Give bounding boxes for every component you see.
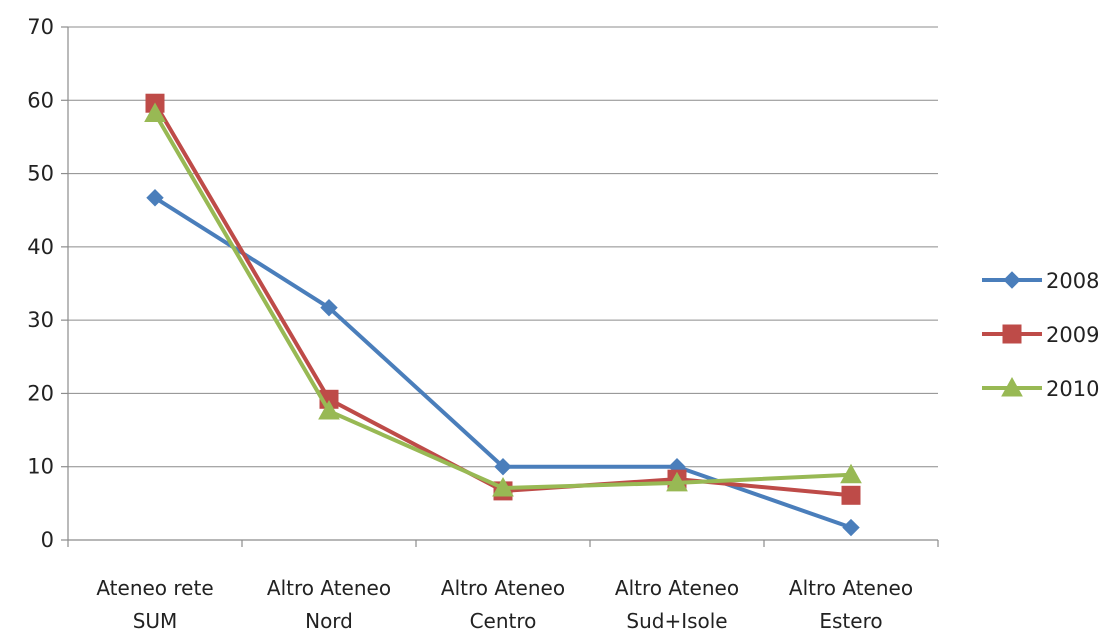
- legend-marker-2008: [1003, 271, 1021, 289]
- x-tick-label-1: Altro Ateneo Nord: [267, 576, 391, 633]
- data-point-2010-1: [318, 399, 340, 420]
- y-tick-label-0: 0: [41, 528, 54, 552]
- legend-item-2008: 2008: [982, 269, 1099, 293]
- legend-label-2008: 2008: [1046, 269, 1099, 293]
- legend-label-2009: 2009: [1046, 323, 1099, 347]
- data-point-2008-1: [320, 298, 338, 317]
- data-point-2008-0: [146, 189, 164, 207]
- gridlines: [68, 26, 938, 468]
- data-point-2010-4: [840, 463, 862, 484]
- series-line-2009: [153, 102, 852, 498]
- y-tick-label-20: 20: [27, 381, 54, 405]
- legend-marker-2010: [1001, 376, 1023, 397]
- series-lines: [144, 93, 862, 537]
- series-2009: [145, 93, 861, 505]
- y-tick-label-60: 60: [27, 88, 54, 112]
- y-tick-label-10: 10: [27, 455, 54, 479]
- x-axis-tick-labels: Ateneo rete SUM Altro Ateneo Nord Altro Aten…: [96, 576, 913, 633]
- legend: 2008 2009 2010: [982, 269, 1099, 401]
- data-point-2009-4: [841, 485, 861, 505]
- legend-item-2009: 2009: [982, 323, 1099, 347]
- data-point-2010-0: [144, 102, 166, 122]
- legend-marker-2009: [1002, 324, 1022, 344]
- y-tick-label-50: 50: [27, 162, 54, 186]
- data-point-2008-2: [494, 458, 512, 476]
- axes: [61, 26, 939, 547]
- data-point-2008-4: [842, 518, 860, 537]
- series-line-2010: [153, 112, 852, 490]
- legend-label-2010: 2010: [1046, 377, 1099, 401]
- x-tick-label-4: Altro Ateneo Estero: [789, 576, 913, 633]
- y-axis-tick-labels: 0 10 20 30 40 50 60 70: [27, 15, 54, 552]
- x-tick-label-3: Altro Ateneo Sud+Isole: [615, 576, 739, 633]
- x-tick-label-2: Altro Ateneo Centro: [441, 576, 565, 633]
- y-tick-label-70: 70: [27, 15, 54, 39]
- data-point-2010-2: [492, 476, 514, 497]
- y-tick-label-40: 40: [27, 235, 54, 259]
- series-2010: [144, 102, 862, 497]
- y-tick-label-30: 30: [27, 308, 54, 332]
- data-point-2010-3: [666, 471, 688, 492]
- legend-item-2010: 2010: [982, 376, 1099, 401]
- x-tick-label-0: Ateneo rete SUM: [96, 576, 213, 633]
